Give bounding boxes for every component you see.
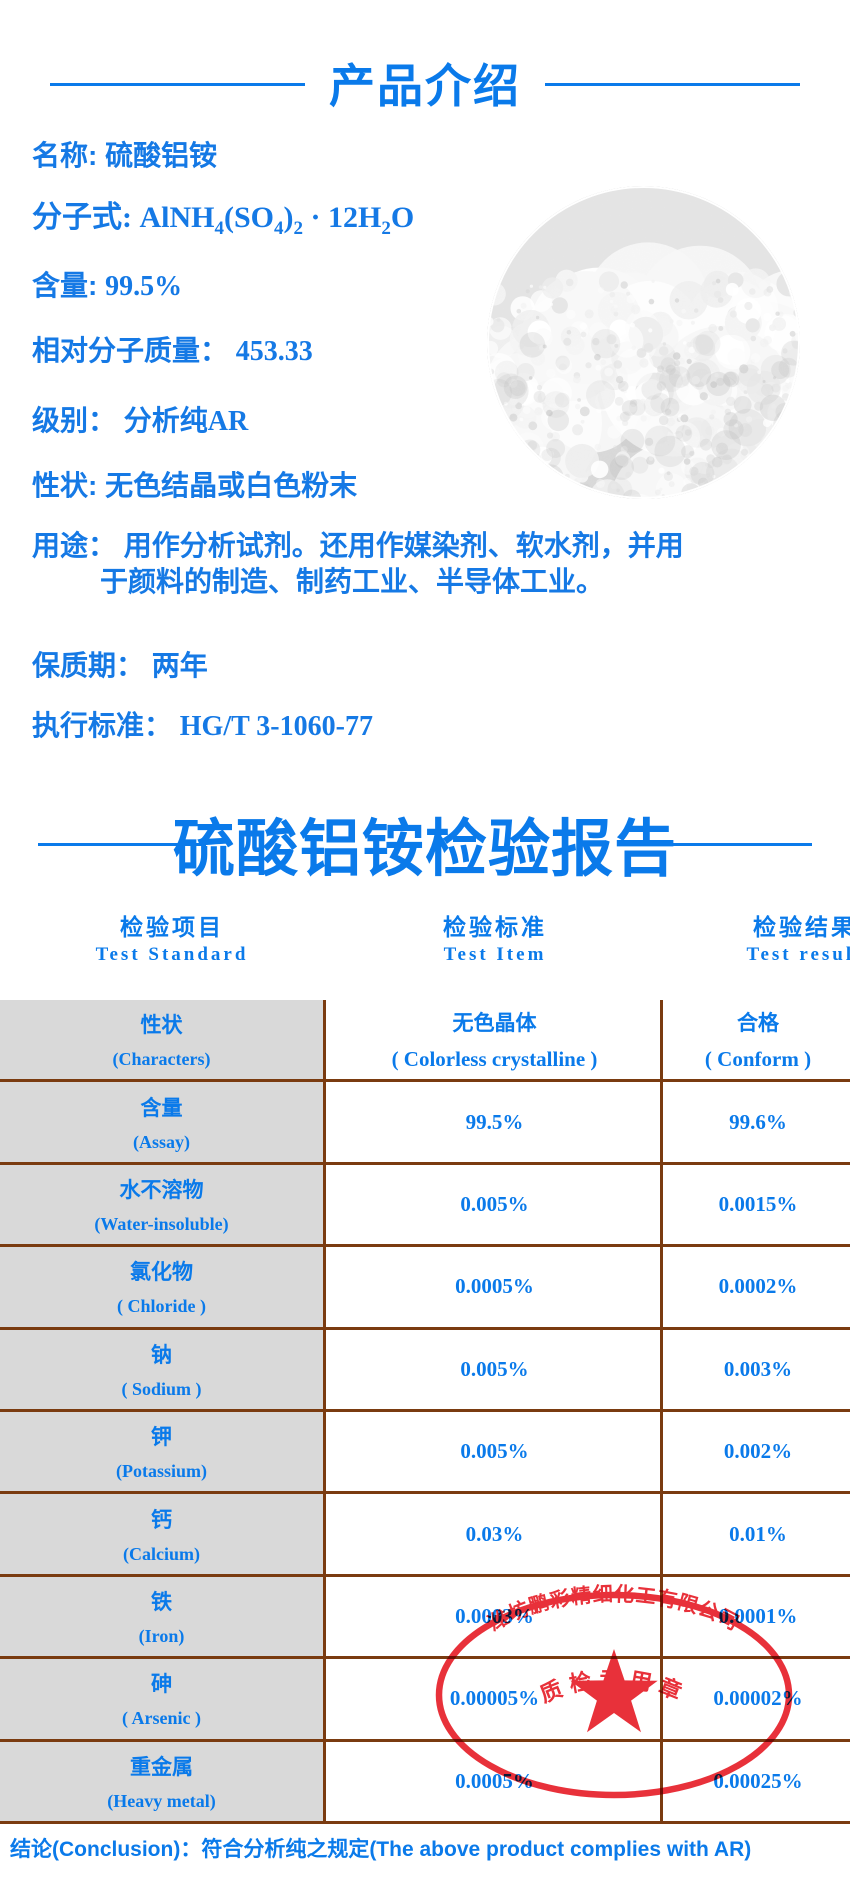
svg-text:潍坊鹏彩精细化工有限公司: 潍坊鹏彩精细化工有限公司 <box>484 1582 743 1636</box>
